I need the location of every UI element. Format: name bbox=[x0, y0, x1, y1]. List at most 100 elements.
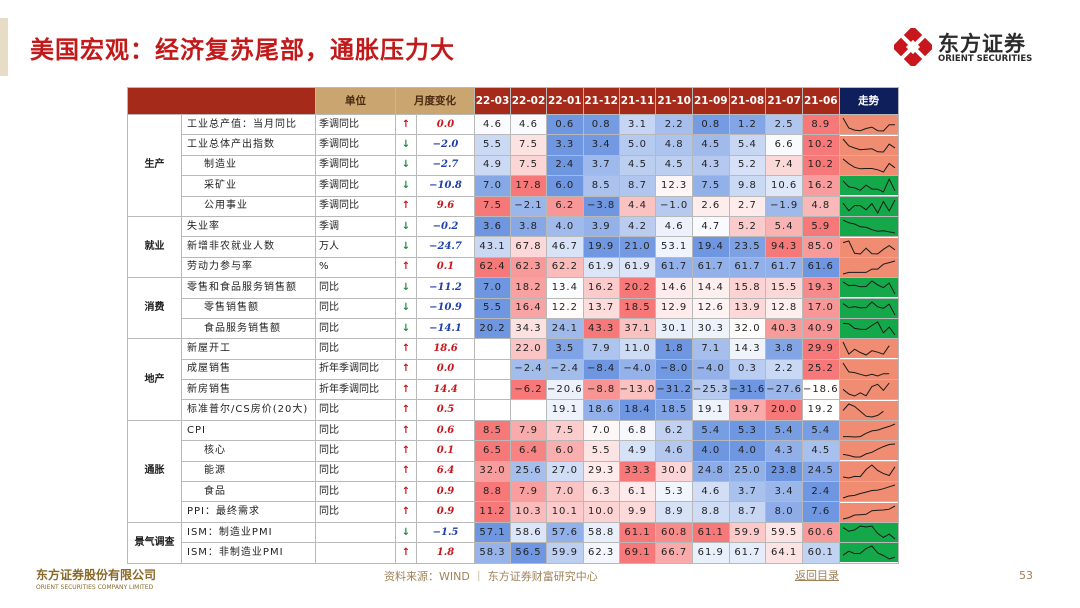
monthly-change-value: 0.1 bbox=[416, 440, 475, 462]
data-cell: 61.9 bbox=[582, 256, 620, 279]
table-row: ISM：非制造业PMI ↑ 1.8 58.3 56.5 59.9 62.3 69.1 66.7 6… bbox=[128, 542, 899, 564]
trend-sparkline-cell bbox=[838, 154, 899, 177]
table-header-row: 单位 月度变化 22-03 22-02 22-01 21-12 21-11 21-10 21-0… bbox=[127, 87, 899, 115]
data-cell: 61.7 bbox=[728, 256, 767, 279]
data-cell: 18.6 bbox=[582, 399, 620, 421]
indicator-name: 能源 bbox=[181, 460, 316, 483]
data-cell: 2.2 bbox=[765, 358, 803, 381]
indicator-unit bbox=[315, 521, 396, 544]
footer-company-name: 东方证券股份有限公司 bbox=[36, 568, 157, 582]
monthly-change-value: −1.5 bbox=[416, 521, 475, 544]
data-cell: 12.3 bbox=[655, 175, 693, 197]
data-cell: 5.5 bbox=[474, 297, 511, 319]
indicator-name: ISM：非制造业PMI bbox=[181, 542, 316, 564]
data-cell: 25.0 bbox=[728, 460, 767, 483]
arrow-up-icon: ↑ bbox=[395, 399, 417, 421]
data-cell: 10.2 bbox=[801, 154, 840, 177]
trend-sparkline bbox=[840, 299, 898, 318]
monthly-change-value: 0.6 bbox=[416, 419, 475, 442]
trend-sparkline bbox=[840, 360, 898, 379]
data-cell: 10.6 bbox=[765, 175, 803, 197]
monthly-change-value: 0.0 bbox=[416, 358, 475, 381]
trend-sparkline bbox=[840, 441, 898, 461]
monthly-change-value: 0.9 bbox=[416, 501, 475, 523]
trend-sparkline-cell bbox=[838, 175, 899, 197]
indicator-name: 新屋开工 bbox=[181, 338, 316, 360]
data-cell: 3.1 bbox=[618, 113, 657, 136]
data-cell: 58.3 bbox=[474, 542, 511, 564]
data-cell: 25.2 bbox=[801, 358, 840, 381]
data-cell: 5.4 bbox=[765, 419, 803, 442]
header-month: 22-03 bbox=[474, 87, 511, 115]
data-cell: 5.9 bbox=[801, 215, 840, 238]
data-cell: −18.6 bbox=[801, 379, 840, 401]
table-row: 公用事业 季调同比 ↑ 9.6 7.5 −2.1 6.2 −3.8 4.4 −1.0 2.6 2.7−… bbox=[128, 195, 899, 217]
trend-sparkline-cell bbox=[838, 440, 899, 462]
data-cell: −2.4 bbox=[546, 358, 584, 381]
table-row: 景气调查 ISM：制造业PMI ↓ −1.5 57.1 58.6 57.6 58.8 61.1 6… bbox=[127, 521, 899, 564]
orient-logo-icon bbox=[894, 28, 932, 66]
data-cell: 17.0 bbox=[801, 297, 840, 319]
data-cell: 4.6 bbox=[655, 440, 693, 462]
data-cell: −25.3 bbox=[691, 379, 730, 401]
data-cell: 23.5 bbox=[728, 236, 767, 258]
monthly-change-value: −2.0 bbox=[416, 134, 475, 156]
data-cell: 24.5 bbox=[801, 460, 840, 483]
data-cell: 10.0 bbox=[582, 501, 620, 523]
indicator-unit: 万人 bbox=[315, 236, 396, 258]
data-cell: 5.4 bbox=[801, 419, 840, 442]
page-number: 53 bbox=[1019, 569, 1033, 582]
arrow-down-icon: ↓ bbox=[395, 521, 417, 544]
indicator-name: 采矿业 bbox=[181, 175, 316, 197]
data-cell: 4.9 bbox=[618, 440, 657, 462]
data-cell: 24.8 bbox=[691, 460, 730, 483]
data-cell: 4.5 bbox=[691, 134, 730, 156]
data-cell: 1.8 bbox=[655, 338, 693, 360]
arrow-up-icon: ↑ bbox=[395, 338, 417, 360]
data-cell: 23.8 bbox=[765, 460, 803, 483]
header-blank bbox=[127, 87, 316, 115]
data-cell: −31.2 bbox=[655, 379, 693, 401]
indicator-unit: 同比 bbox=[315, 481, 396, 503]
trend-sparkline bbox=[840, 197, 898, 216]
header-month: 21-11 bbox=[618, 87, 657, 115]
data-cell: 13.9 bbox=[728, 297, 767, 319]
data-cell: 57.6 bbox=[546, 521, 584, 544]
indicator-name: 制造业 bbox=[181, 154, 316, 177]
data-cell: −8.4 bbox=[582, 358, 620, 381]
arrow-up-icon: ↑ bbox=[395, 113, 417, 136]
data-cell: 6.2 bbox=[655, 419, 693, 442]
back-to-contents-link[interactable]: 返回目录 bbox=[795, 569, 839, 582]
title-accent-bar bbox=[0, 18, 8, 76]
data-cell: 10.3 bbox=[510, 501, 547, 523]
logo-text: 东方证券 bbox=[938, 32, 1026, 56]
indicator-name: 零售和食品服务销售额 bbox=[181, 277, 316, 299]
data-cell: 4.5 bbox=[655, 154, 693, 177]
indicator-unit: 同比 bbox=[315, 419, 396, 442]
trend-sparkline bbox=[840, 380, 898, 399]
arrow-up-icon: ↑ bbox=[395, 542, 417, 564]
data-cell: 7.0 bbox=[474, 277, 511, 299]
data-cell: 8.9 bbox=[655, 501, 693, 523]
header-month: 22-01 bbox=[546, 87, 584, 115]
data-cell: 7.9 bbox=[510, 419, 547, 442]
data-cell: 61.7 bbox=[691, 256, 730, 279]
monthly-change-value: 18.6 bbox=[416, 338, 475, 360]
data-cell: 4.0 bbox=[691, 440, 730, 462]
indicator-unit bbox=[315, 542, 396, 564]
data-cell: 7.5 bbox=[510, 134, 547, 156]
data-cell: 4.5 bbox=[618, 154, 657, 177]
data-cell: 8.5 bbox=[474, 419, 511, 442]
monthly-change-value: −10.9 bbox=[416, 297, 475, 319]
data-cell: 0.8 bbox=[691, 113, 730, 136]
data-cell: 53.1 bbox=[655, 236, 693, 258]
arrow-down-icon: ↓ bbox=[395, 175, 417, 197]
data-cell: 9.9 bbox=[618, 501, 657, 523]
data-cell: 6.0 bbox=[546, 440, 584, 462]
table-row: 消费 零售和食品服务销售额 同比 ↓ −11.2 7.0 18.2 13.4 16.2 20.2 1… bbox=[127, 277, 899, 340]
data-cell: −4.0 bbox=[618, 358, 657, 381]
data-cell: 5.5 bbox=[582, 440, 620, 462]
data-cell: 18.5 bbox=[655, 399, 693, 421]
trend-sparkline bbox=[840, 400, 898, 420]
data-cell: 9.8 bbox=[728, 175, 767, 197]
